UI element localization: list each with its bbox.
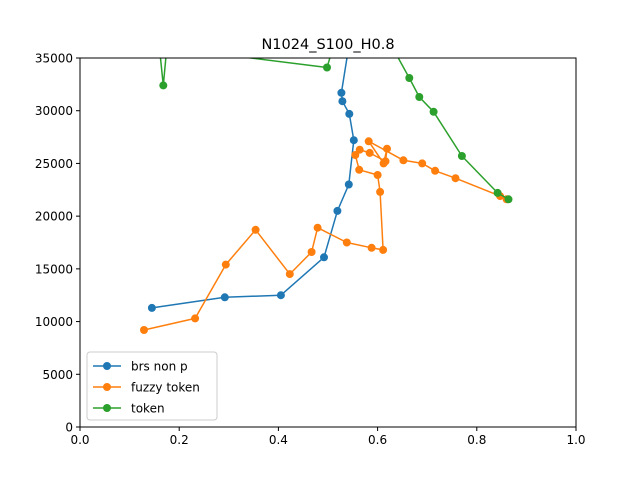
series-layer xyxy=(140,58,513,334)
data-point xyxy=(431,166,440,175)
data-point xyxy=(342,238,351,247)
data-point xyxy=(399,156,408,165)
legend-label: token xyxy=(131,402,165,416)
legend-box xyxy=(86,351,218,421)
data-point xyxy=(418,159,427,168)
data-point xyxy=(379,245,388,254)
y-tick-label: 30000 xyxy=(35,104,73,118)
data-point xyxy=(147,303,156,312)
data-point xyxy=(355,165,364,174)
y-tick-label: 35000 xyxy=(35,52,73,66)
y-tick-label: 0 xyxy=(65,421,73,435)
data-point xyxy=(415,93,424,101)
legend-label: brs non p xyxy=(131,360,188,374)
plot-frame xyxy=(79,57,577,428)
legend-marker xyxy=(103,362,111,370)
y-axis: 0 5000 10000 15000 20000 25000 30000 35000 xyxy=(35,52,80,435)
data-point xyxy=(504,195,513,204)
legend-label: fuzzy token xyxy=(131,381,200,395)
y-tick-label: 10000 xyxy=(35,315,73,329)
y-tick-label: 20000 xyxy=(35,210,73,224)
y-tick-label: 5000 xyxy=(42,368,73,382)
data-point xyxy=(351,151,360,159)
x-tick-label: 0.2 xyxy=(170,433,189,447)
data-point xyxy=(355,145,364,154)
legend-marker xyxy=(103,404,111,412)
x-tick-label: 0.6 xyxy=(368,433,387,447)
data-point xyxy=(338,97,347,106)
data-point xyxy=(457,152,466,160)
x-tick-label: 0.8 xyxy=(467,433,486,447)
data-point xyxy=(373,171,382,179)
data-point xyxy=(365,148,374,157)
data-point xyxy=(429,107,438,116)
data-point xyxy=(333,206,342,215)
data-point xyxy=(140,326,148,334)
data-point xyxy=(221,260,230,269)
chart-title: N1024_S100_H0.8 xyxy=(261,37,394,53)
data-point xyxy=(349,136,358,145)
data-point xyxy=(276,291,285,300)
data-point xyxy=(285,270,294,279)
data-point xyxy=(379,159,388,168)
y-tick-label: 25000 xyxy=(35,157,73,171)
data-point xyxy=(344,180,353,189)
data-point xyxy=(493,188,502,197)
data-point xyxy=(345,109,354,118)
data-point xyxy=(376,187,385,196)
data-point xyxy=(451,174,460,183)
legend-marker xyxy=(103,383,111,391)
data-point xyxy=(220,293,229,302)
data-point xyxy=(364,137,373,146)
data-point xyxy=(337,88,346,97)
y-tick-label: 15000 xyxy=(35,262,73,276)
data-point xyxy=(159,81,168,90)
data-point xyxy=(405,74,414,82)
series-line-2 xyxy=(159,58,509,200)
x-tick-label: 0.0 xyxy=(70,433,89,447)
data-point xyxy=(383,144,391,153)
data-point xyxy=(313,223,322,232)
data-point xyxy=(320,253,328,262)
data-point xyxy=(191,314,200,323)
data-point xyxy=(367,243,376,252)
x-tick-label: 0.4 xyxy=(269,433,288,447)
x-tick-label: 1.0 xyxy=(566,433,585,447)
legend: brs non p fuzzy token token xyxy=(86,351,218,421)
data-point xyxy=(307,248,316,256)
x-axis: 0.0 0.2 0.4 0.6 0.8 1.0 xyxy=(70,427,586,447)
data-point xyxy=(323,63,331,72)
data-point xyxy=(251,225,260,234)
